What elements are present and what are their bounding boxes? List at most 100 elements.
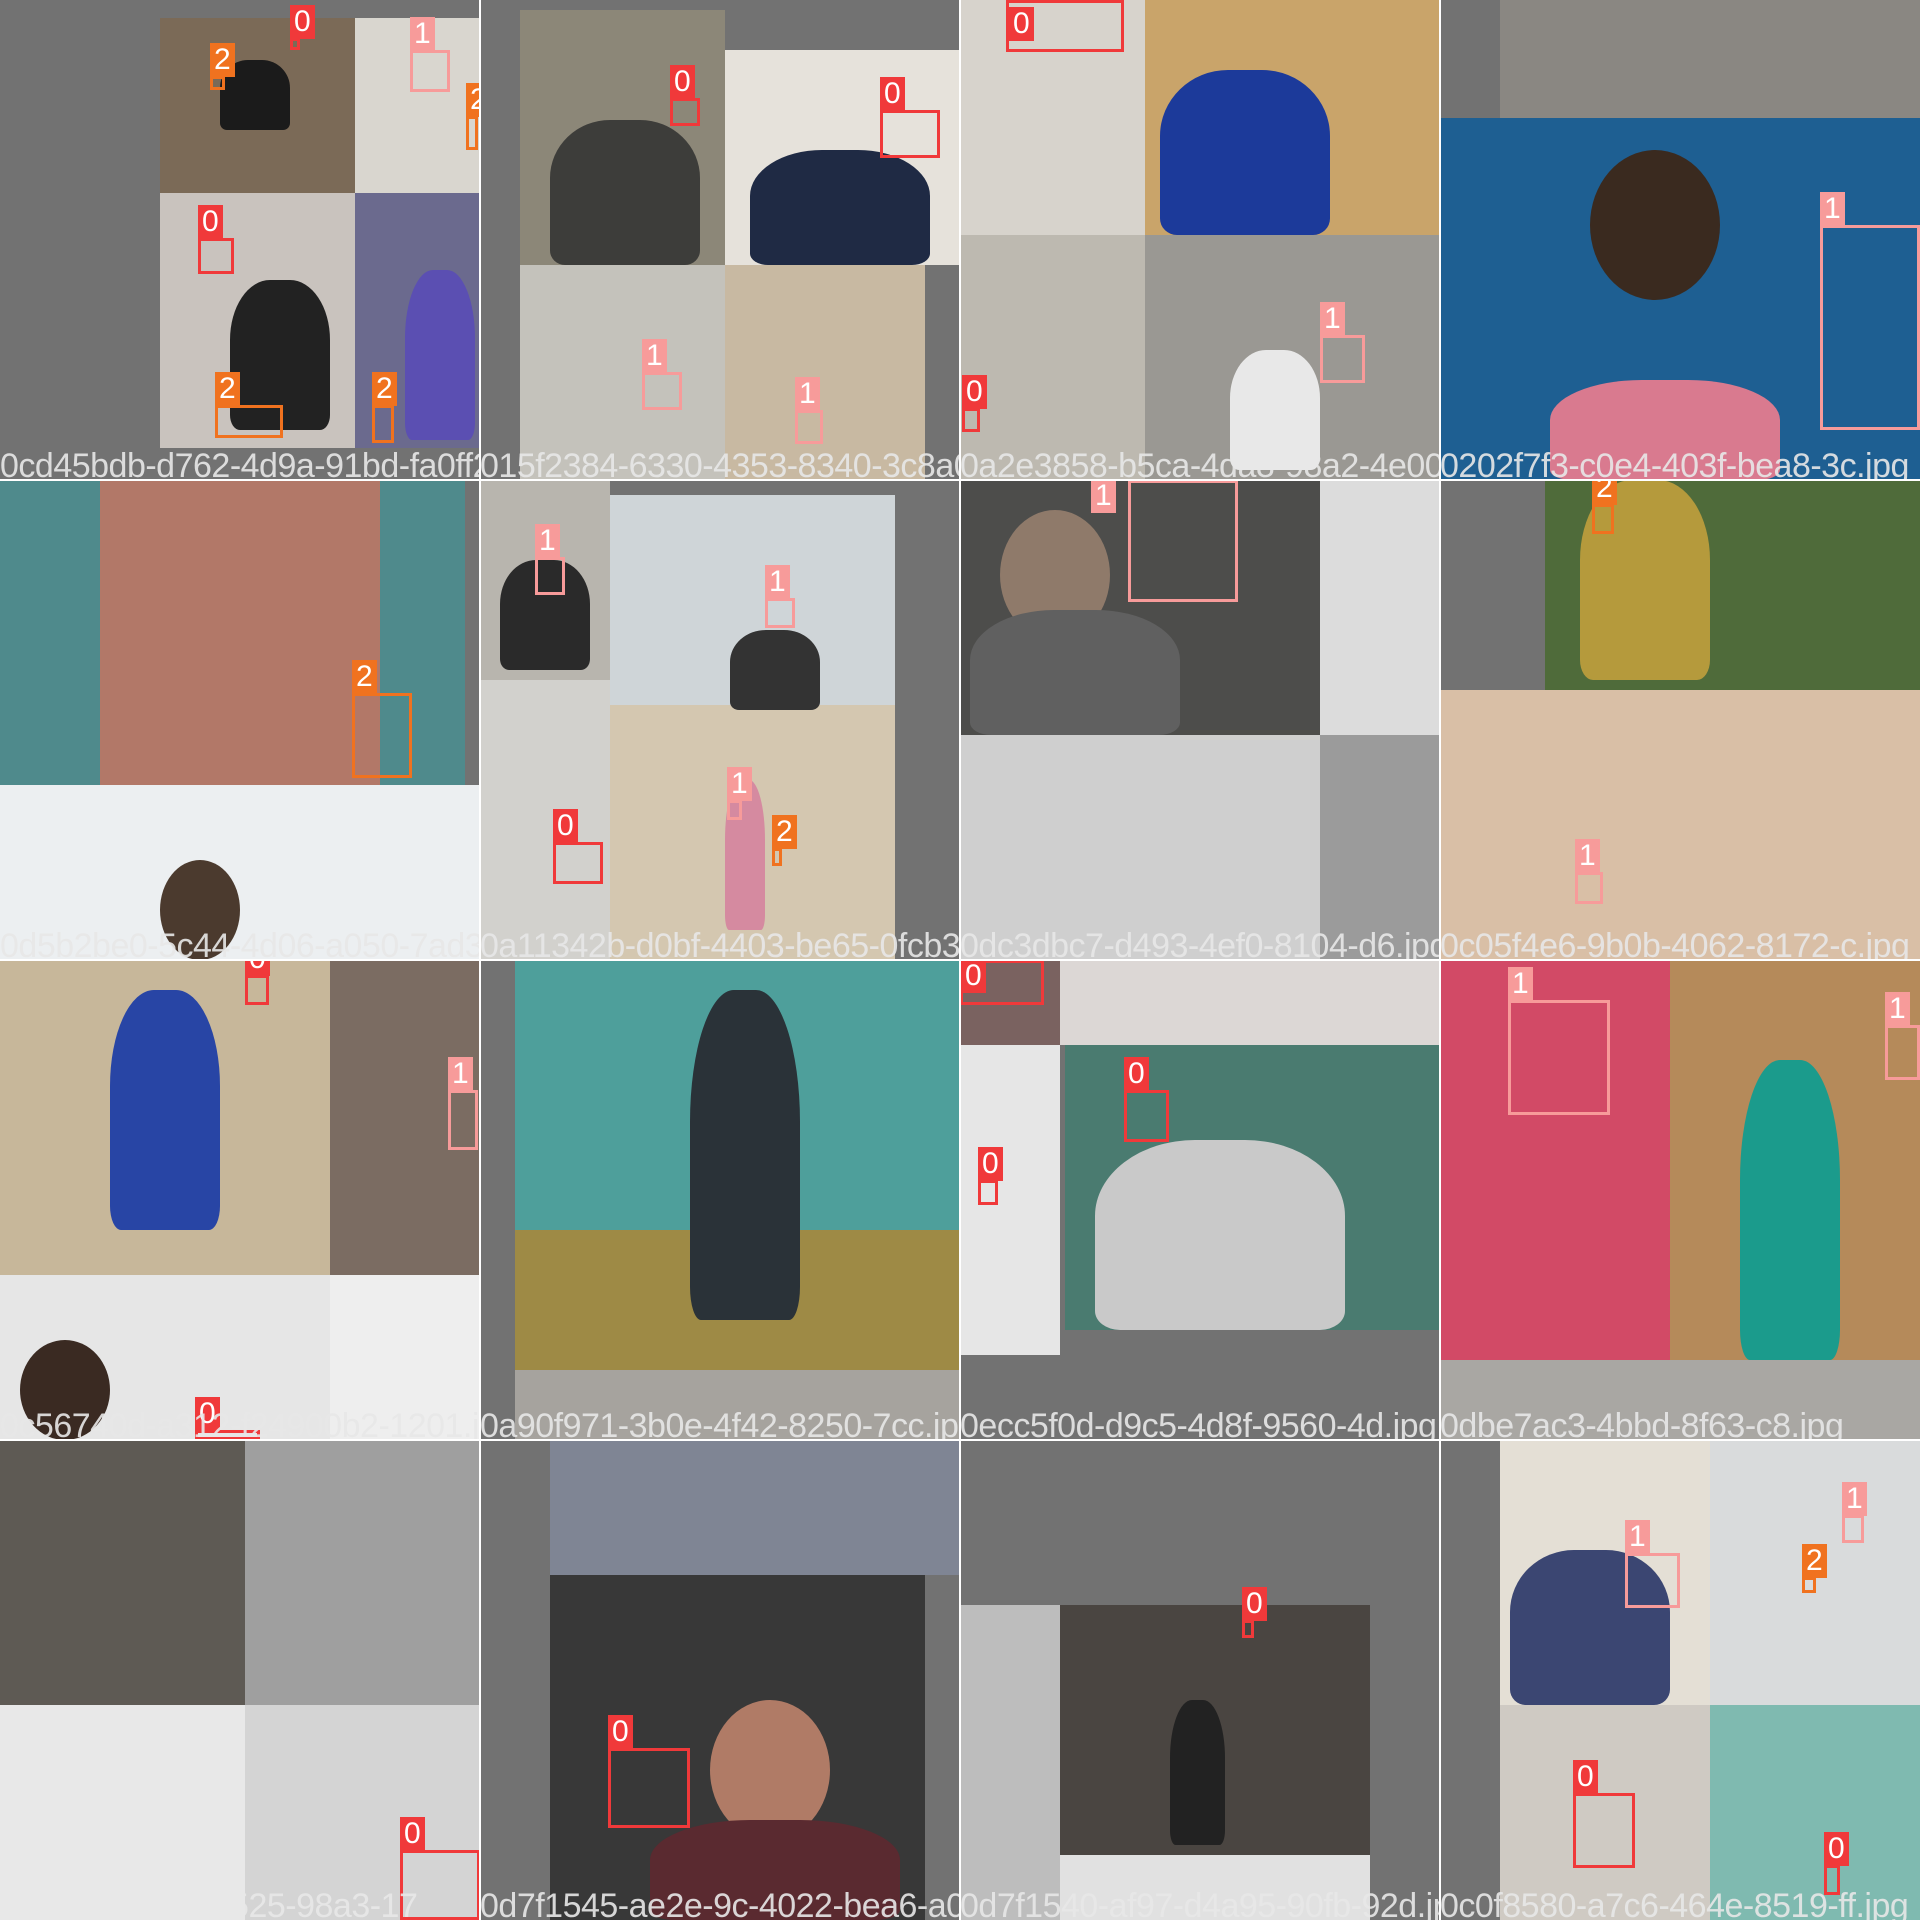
bbox: 0 [1573, 1760, 1635, 1868]
grid-divider [0, 1439, 1920, 1441]
bbox: 0 [400, 1817, 480, 1920]
bbox-label: 0 [1573, 1760, 1598, 1794]
bbox-label: 0 [245, 960, 270, 976]
bbox: 0 [978, 1147, 1003, 1205]
bbox: 0 [960, 960, 1044, 1005]
file-name: 0d7f1540-af97-d4a95-90fb-92d.jpg [960, 1887, 1440, 1920]
mosaic-tile: 1 0202f7f3-c0e4-403f-bea8-3c.jpg [1440, 0, 1920, 480]
mosaic-tile: 1 0dc3dbc7-d493-4ef0-8104-d6.jpg [960, 480, 1440, 960]
file-name: 0dbe7ac3-4bbd-8f63-c8.jpg [1440, 1407, 1844, 1440]
person [1550, 380, 1780, 480]
person [750, 150, 930, 265]
person [160, 860, 240, 960]
mosaic-tile: 0 0d7f1545-ae2e-9c-4022-bea6-a0.jpg [480, 1440, 960, 1920]
mosaic-tile: 0 1 2 2 0 2 2 0cd45bdb-d762-4d9a-91bd-fa… [0, 0, 480, 480]
bbox: 2 [772, 815, 797, 866]
mosaic-tile: 0a90f971-3b0e-4f42-8250-7cc.jpg [480, 960, 960, 1440]
bbox-label: 1 [642, 339, 667, 373]
bbox-label: 1 [448, 1057, 473, 1091]
mosaic-tile: 0 0 0 0ecc5f0d-d9c5-4d8f-9560-4d.jpg [960, 960, 1440, 1440]
bbox-label: 2 [215, 372, 240, 406]
bbox-label: 2 [1802, 1544, 1827, 1578]
photo [0, 1440, 245, 1705]
bbox-label: 0 [198, 205, 223, 239]
bbox-label: 1 [410, 17, 435, 51]
person [1170, 1700, 1225, 1845]
photo [1440, 1360, 1920, 1440]
photo [0, 1705, 245, 1920]
file-name: 0dc3dbc7-d493-4ef0-8104-d6.jpg [960, 927, 1440, 960]
bbox: 1 [410, 17, 450, 92]
file-name: 0c05f4e6-9b0b-4062-8172-c.jpg [1440, 927, 1910, 960]
photo [1500, 1705, 1710, 1920]
mosaic-tile: 0 0d7f1540-af97-d4a95-90fb-92d.jpg [960, 1440, 1440, 1920]
file-name: 0cd45bdb-d762-4d9a-91bd-fa0ff22e-3189.jp… [0, 447, 480, 480]
bbox-label: 1 [535, 524, 560, 558]
file-name: 015f2384-6330-4353-8340-3c8a0e8658.jpg [480, 447, 960, 480]
person [730, 630, 820, 710]
bbox: 2 [352, 660, 412, 778]
bbox: 1 [1820, 192, 1920, 430]
person [1230, 350, 1320, 470]
bbox: 0 [962, 375, 987, 432]
photo [515, 1370, 960, 1440]
file-name: 0202f7f3-c0e4-403f-bea8-3c.jpg [1440, 447, 1909, 480]
bbox-label: 0 [290, 5, 315, 39]
bbox-label: 1 [1091, 480, 1116, 513]
photo [725, 265, 925, 480]
photo [960, 0, 1145, 235]
person [1510, 1550, 1670, 1705]
person [1590, 150, 1720, 300]
bbox: 1 [1625, 1520, 1680, 1608]
photo [960, 735, 1320, 960]
bbox-label: 1 [1320, 302, 1345, 336]
bbox: 1 [1885, 992, 1920, 1080]
bbox-label: 0 [553, 809, 578, 843]
bbox: 2 [372, 372, 397, 443]
bbox: 0 [245, 960, 270, 1005]
photo [1320, 735, 1440, 960]
file-name: 0a2e3858-b5ca-4da8-98a2-4e00.jpg [960, 447, 1440, 480]
bbox: 1 [1575, 839, 1603, 904]
bbox-label: 0 [608, 1715, 633, 1749]
bbox: 0 [1006, 0, 1124, 52]
bbox-label: 0 [1824, 1832, 1849, 1866]
mosaic-tile: 1 1 2 0 0 0c0f8580-a7c6-464e-8519-ff.jpg [1440, 1440, 1920, 1920]
person [1740, 1060, 1840, 1360]
photo [330, 1275, 480, 1440]
file-name: 0a11342b-d0bf-4403-be65-0fcb3be752f0.jpg [480, 927, 960, 960]
photo [100, 480, 380, 785]
bbox-label: 0 [1124, 1057, 1149, 1091]
bbox: 2 [466, 83, 480, 150]
mosaic-tile: 2 1 0c05f4e6-9b0b-4062-8172-c.jpg [1440, 480, 1920, 960]
person [970, 610, 1180, 735]
bbox-label: 2 [466, 83, 480, 117]
mosaic-tile: 1 1 0 1 2 0a11342b-d0bf-4403-be65-0fcb3b… [480, 480, 960, 960]
photo [330, 960, 480, 1275]
photo [1710, 1705, 1920, 1920]
bbox-label: 0 [880, 77, 905, 111]
person [725, 780, 765, 930]
bbox: 1 [535, 524, 565, 595]
bbox-label: 2 [352, 660, 377, 694]
file-name: 0c56740d-a312-f24900b2-1201.jpg [0, 1407, 480, 1440]
person [1580, 480, 1710, 680]
bbox-label: 1 [1820, 192, 1845, 226]
bbox-label: 0 [670, 65, 695, 99]
grid-divider [0, 479, 1920, 481]
photo [960, 235, 1145, 480]
file-name: 0c0f8580-a7c6-464e-8519-ff.jpg [1440, 1887, 1909, 1920]
file-name: 0d7f1545-ae2e-9c-4022-bea6-a0.jpg [480, 1887, 960, 1920]
mosaic-tile: 2 0d5b2be0-5c44-4d06-a050-7ad3a296b5b8.j… [0, 480, 480, 960]
photo [960, 1045, 1060, 1355]
bbox: 1 [1320, 302, 1365, 383]
bbox: 1 [448, 1057, 478, 1150]
photo [520, 265, 725, 480]
photo [1060, 1855, 1370, 1920]
grid-divider [0, 959, 1920, 961]
bbox-label: 0 [1242, 1587, 1267, 1621]
bbox: 1 [727, 767, 752, 820]
photo [1060, 960, 1440, 1045]
bbox-label: 0 [962, 375, 987, 409]
photo [480, 680, 610, 960]
